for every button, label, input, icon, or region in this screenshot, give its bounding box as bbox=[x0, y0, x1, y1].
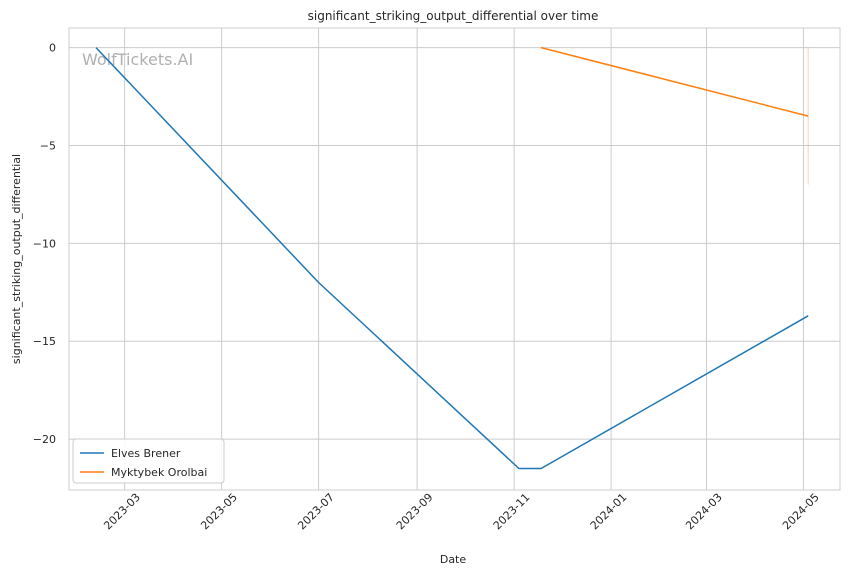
y-tick-label: 0 bbox=[49, 42, 56, 55]
legend: Elves Brener Myktybek Orolbai bbox=[72, 438, 225, 484]
legend-label-myktybek-orolbai: Myktybek Orolbai bbox=[111, 466, 207, 479]
plot-area-frame bbox=[68, 27, 841, 491]
chart-title: significant_striking_output_differential… bbox=[308, 9, 599, 23]
x-axis-label: Date bbox=[440, 553, 467, 566]
y-tick-label: −20 bbox=[33, 433, 56, 446]
y-axis-label: significant_striking_output_differential bbox=[10, 154, 23, 364]
y-tick-label: −5 bbox=[40, 139, 56, 152]
y-tick-label: −15 bbox=[33, 335, 56, 348]
series-layer bbox=[95, 46, 809, 470]
y-tick-label: −10 bbox=[33, 237, 56, 250]
watermark: WolfTickets.AI bbox=[82, 50, 193, 69]
legend-label-elves-brener: Elves Brener bbox=[111, 447, 181, 460]
grid bbox=[69, 28, 840, 490]
series-line-myktybek-orolbai bbox=[540, 46, 809, 117]
series-line-elves-brener bbox=[95, 47, 809, 470]
y-tick-labels: 0 −5 −10 −15 −20 bbox=[33, 42, 56, 447]
legend-box bbox=[72, 438, 225, 484]
